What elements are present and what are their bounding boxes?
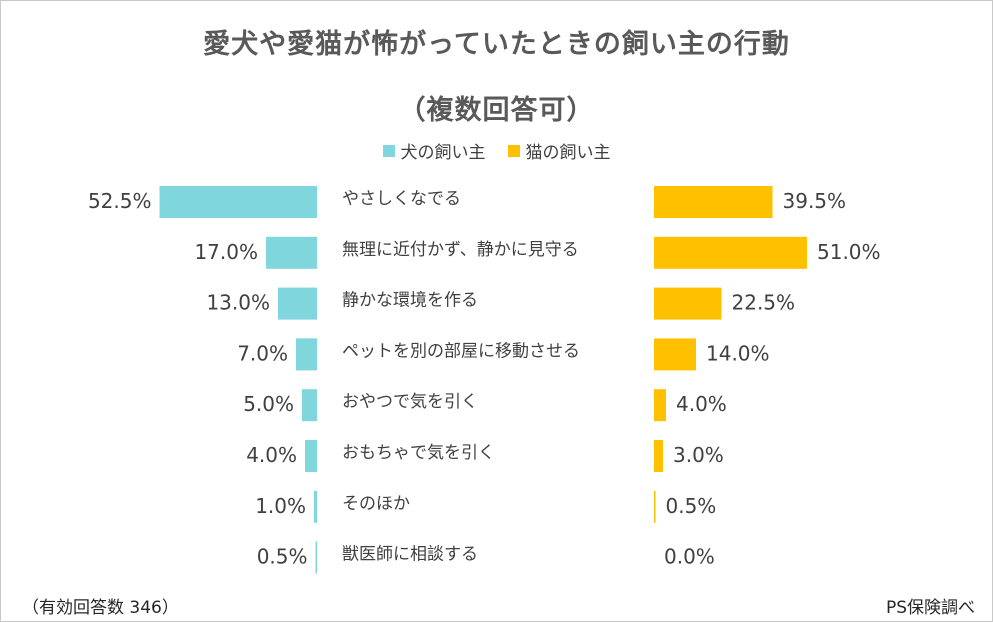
dog-bar bbox=[296, 338, 317, 371]
chart-subtitle: （複数回答可） bbox=[398, 95, 595, 126]
cat-value-label: 3.0% bbox=[673, 443, 724, 467]
cat-bar bbox=[654, 338, 696, 371]
cat-value-label: 4.0% bbox=[676, 392, 727, 416]
cat-bar bbox=[654, 236, 807, 269]
dog-value-label: 13.0% bbox=[206, 291, 270, 315]
category-label: 無理に近付かず、静かに見守る bbox=[342, 240, 579, 260]
cat-bar bbox=[654, 440, 663, 472]
legend: 犬の飼い主 猫の飼い主 bbox=[0, 138, 993, 163]
dog-value-label: 52.5% bbox=[88, 189, 152, 213]
legend-swatch-dog bbox=[382, 144, 395, 157]
dog-bar bbox=[305, 440, 317, 472]
category-label: おやつで気を引く bbox=[342, 392, 478, 412]
cat-value-label: 0.0% bbox=[664, 545, 715, 569]
cat-bar bbox=[654, 186, 773, 218]
cat-bar bbox=[654, 287, 722, 320]
legend-label-dog: 犬の飼い主 bbox=[400, 143, 486, 163]
cat-value-label: 22.5% bbox=[732, 291, 796, 315]
category-label: そのほか bbox=[342, 494, 410, 514]
legend-item-cat-owners: 猫の飼い主 bbox=[507, 138, 611, 163]
category-label: 獣医師に相談する bbox=[342, 545, 478, 565]
cat-value-label: 39.5% bbox=[783, 189, 847, 213]
dog-bar bbox=[302, 389, 317, 422]
legend-item-dog-owners: 犬の飼い主 bbox=[382, 138, 486, 163]
source-note: PS保険調べ bbox=[885, 598, 975, 618]
category-label: おもちゃで気を引く bbox=[342, 443, 495, 463]
dog-bar bbox=[278, 287, 317, 320]
chart-title: 愛犬や愛猫が怖がっていたときの飼い主の行動 bbox=[203, 29, 790, 60]
dog-value-label: 1.0% bbox=[255, 494, 306, 518]
dog-bar bbox=[266, 236, 317, 269]
sample-size-note: （有効回答数 346） bbox=[22, 598, 179, 618]
dog-value-label: 7.0% bbox=[237, 341, 288, 365]
category-label: ペットを別の部屋に移動させる bbox=[342, 341, 580, 361]
dog-value-label: 17.0% bbox=[194, 240, 258, 264]
dog-bar bbox=[315, 541, 317, 574]
legend-swatch-cat bbox=[507, 144, 520, 157]
category-label: 静かな環境を作る bbox=[342, 291, 478, 311]
cat-bar bbox=[654, 490, 656, 523]
cat-value-label: 14.0% bbox=[706, 341, 770, 365]
legend-label-cat: 猫の飼い主 bbox=[525, 143, 611, 163]
dog-value-label: 0.5% bbox=[257, 545, 308, 569]
category-label: やさしくなでる bbox=[342, 189, 461, 209]
cat-value-label: 51.0% bbox=[817, 240, 881, 264]
dog-value-label: 4.0% bbox=[246, 443, 297, 467]
dog-bar bbox=[159, 186, 317, 218]
dog-bar bbox=[314, 490, 317, 523]
dog-value-label: 5.0% bbox=[243, 392, 294, 416]
cat-bar bbox=[654, 389, 666, 422]
cat-value-label: 0.5% bbox=[666, 494, 717, 518]
